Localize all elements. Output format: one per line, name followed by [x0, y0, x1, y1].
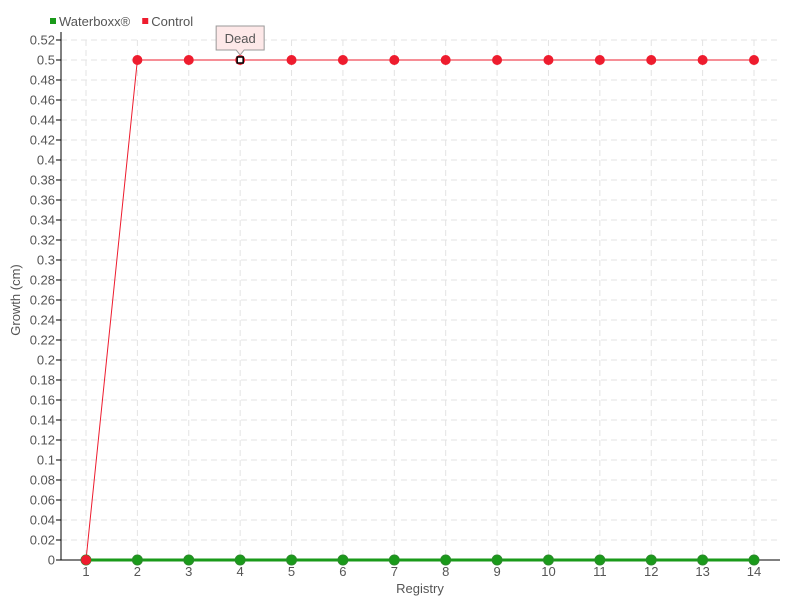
y-tick-label: 0.08	[30, 473, 55, 488]
legend-item[interactable]: Control	[142, 14, 193, 29]
x-tick-label: 10	[541, 564, 555, 579]
data-point	[749, 55, 759, 65]
y-tick-label: 0.52	[30, 33, 55, 48]
data-point	[440, 554, 452, 566]
y-tick-label: 0.14	[30, 413, 55, 428]
data-point	[748, 554, 760, 566]
data-point	[337, 554, 349, 566]
legend-label: Waterboxx®	[59, 14, 131, 29]
tooltip: Dead	[215, 25, 265, 64]
y-axis-label: Growth (cm)	[8, 264, 23, 336]
x-tick-label: 13	[695, 564, 709, 579]
data-point	[388, 554, 400, 566]
y-tick-label: 0.12	[30, 433, 55, 448]
legend[interactable]: Waterboxx® Control	[50, 14, 193, 29]
axes: 0 0.02 0.04 0.06 0.08 0.1 0.12 0.14 0.16 0.18 0.2 0…	[30, 32, 780, 579]
data-point	[132, 55, 143, 65]
x-tick-label: 1	[82, 564, 89, 579]
data-point	[646, 55, 657, 65]
x-tick-label: 2	[134, 564, 141, 579]
x-tick-label: 8	[442, 564, 449, 579]
data-point	[491, 554, 503, 566]
grid	[61, 39, 780, 560]
data-point	[131, 554, 143, 566]
y-tick-label: 0.3	[37, 253, 55, 268]
data-point	[697, 554, 709, 566]
y-tick-label: 0.4	[37, 153, 55, 168]
y-tick-label: 0.02	[30, 533, 55, 548]
y-tick-label: 0.26	[30, 293, 55, 308]
data-point	[594, 55, 605, 65]
data-point	[594, 554, 606, 566]
y-tick-label: 0.44	[30, 113, 55, 128]
x-tick-label: 4	[237, 564, 244, 579]
x-tick-label: 6	[339, 564, 346, 579]
x-tick-label: 12	[644, 564, 658, 579]
y-tick-label: 0.42	[30, 133, 55, 148]
legend-item[interactable]: Waterboxx®	[50, 14, 131, 29]
y-tick-label: 0.04	[30, 513, 55, 528]
y-tick-label: 0.1	[37, 453, 55, 468]
y-tick-label: 0.46	[30, 93, 55, 108]
highlighted-point	[236, 56, 244, 64]
y-tick-label: 0.48	[30, 73, 55, 88]
x-tick-label: 14	[747, 564, 761, 579]
y-tick-label: 0.22	[30, 333, 55, 348]
data-point	[440, 55, 451, 65]
y-tick-label: 0.06	[30, 493, 55, 508]
y-tick-label: 0.24	[30, 313, 55, 328]
y-tick-label: 0.36	[30, 193, 55, 208]
tooltip-box	[215, 25, 265, 56]
y-tick-label: 0.34	[30, 213, 55, 228]
y-tick-label: 0.5	[37, 53, 55, 68]
series-line-control	[85, 59, 754, 561]
data-point	[337, 55, 348, 65]
y-tick-label: 0.2	[37, 353, 55, 368]
tooltip-text: Dead	[225, 31, 256, 46]
data-point	[697, 55, 708, 65]
data-point	[286, 554, 298, 566]
y-tick-label: 0.18	[30, 373, 55, 388]
data-point	[645, 554, 657, 566]
y-tick-label: 0.38	[30, 173, 55, 188]
y-tick-label: 0	[48, 553, 55, 568]
x-tick-label: 11	[593, 564, 607, 579]
legend-swatch	[50, 18, 56, 24]
legend-swatch	[142, 18, 149, 24]
data-point	[183, 55, 194, 65]
y-tick-label: 0.16	[30, 393, 55, 408]
data-point	[492, 55, 503, 65]
x-tick-label: 7	[391, 564, 398, 579]
data-point	[389, 55, 400, 65]
data-point	[542, 554, 554, 566]
data-point	[183, 554, 195, 566]
legend-label: Control	[151, 14, 193, 29]
x-axis-label: Registry	[396, 581, 444, 596]
y-tick-label: 0.32	[30, 233, 55, 248]
data-point	[543, 55, 554, 65]
x-tick-label: 9	[493, 564, 500, 579]
x-tick-label: 5	[288, 564, 295, 579]
y-tick-label: 0.28	[30, 273, 55, 288]
series-layer	[80, 55, 760, 566]
data-point	[81, 555, 91, 565]
data-point	[286, 55, 297, 65]
data-point	[234, 554, 246, 566]
x-tick-label: 3	[185, 564, 192, 579]
